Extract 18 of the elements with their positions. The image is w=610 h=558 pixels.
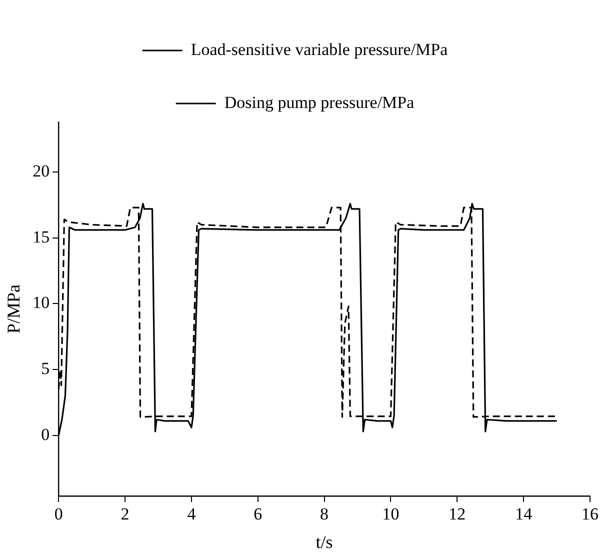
y-tick-label: 20: [32, 162, 50, 181]
x-tick-label: 10: [382, 504, 400, 524]
x-tick-label: 6: [254, 504, 262, 524]
y-tick-label: 0: [41, 424, 50, 444]
legend-label: Load-sensitive variable pressure/MPa: [190, 40, 448, 59]
x-tick-label: 2: [120, 504, 130, 524]
x-tick-label: 14: [515, 504, 533, 524]
x-tick-label: 4: [187, 504, 196, 524]
x-tick-label: 0: [54, 504, 63, 524]
y-tick-label: 5: [41, 359, 50, 378]
y-axis-title: P/MPa: [4, 284, 24, 334]
x-tick-label: 12: [448, 504, 466, 524]
x-tick-label: 16: [582, 504, 598, 524]
legend-label: Dosing pump pressure/MPa: [224, 92, 415, 112]
y-tick-label: 10: [32, 293, 50, 312]
y-tick-label: 15: [32, 227, 50, 246]
x-axis-title: t/s: [316, 532, 333, 552]
x-tick-label: 8: [320, 504, 329, 524]
